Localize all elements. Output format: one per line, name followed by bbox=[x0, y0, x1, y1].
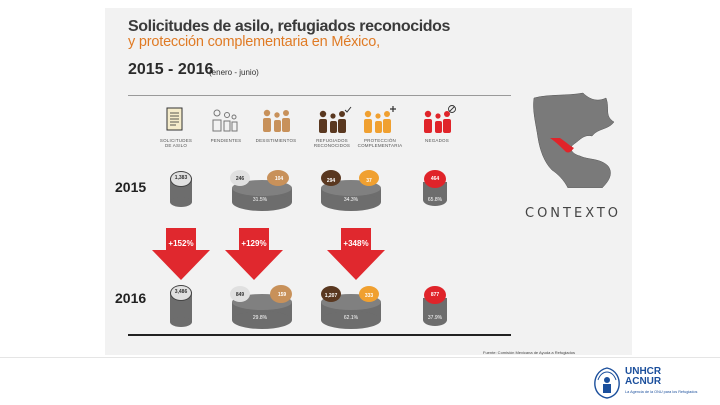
cylinder-solicitudes-2015 bbox=[170, 171, 192, 207]
value-complementaria-2016: 333 bbox=[364, 293, 374, 299]
title-years: 2015 - 2016 bbox=[128, 61, 214, 78]
pct-desistimientos-2016: 29.8% bbox=[252, 315, 268, 321]
cylinder-reconocidos-2016 bbox=[321, 286, 381, 329]
unhcr-emblem-icon bbox=[594, 367, 620, 399]
value-solicitudes-2015: 1,383 bbox=[174, 175, 188, 181]
americas-map bbox=[528, 90, 620, 188]
category-label-negados: NEGADOS bbox=[425, 138, 449, 143]
pct-reconocidos-2015: 34.3% bbox=[343, 197, 359, 203]
title-line-1: Solicitudes de asilo, refugiados reconoc… bbox=[128, 18, 451, 35]
people-plus-icon bbox=[364, 106, 396, 133]
value-solicitudes-2016: 3,486 bbox=[174, 289, 188, 295]
value-desistimientos-2016: 159 bbox=[277, 292, 287, 298]
category-label-complementaria: PROTECCIÓN COMPLEMENTARIA bbox=[357, 138, 403, 148]
value-pendientes-2016: 849 bbox=[235, 292, 245, 298]
cylinder-reconocidos-2015 bbox=[321, 170, 381, 211]
category-label-desistimientos: DESISTIMIENTOS bbox=[255, 138, 297, 143]
value-reconocidos-2016: 1,207 bbox=[324, 293, 338, 299]
pct-desistimientos-2015: 31.5% bbox=[252, 197, 268, 203]
arrow-label-2: +129% bbox=[241, 239, 267, 248]
people-outline-icon bbox=[212, 109, 238, 132]
category-label-pendientes: PENDIENTES bbox=[210, 138, 242, 143]
value-reconocidos-2015: 294 bbox=[326, 178, 336, 184]
pct-negados-2015: 65.8% bbox=[427, 197, 443, 203]
cylinder-solicitudes-2016 bbox=[170, 285, 192, 327]
cylinder-pendientes-desist-2015 bbox=[230, 170, 292, 211]
people-check-icon bbox=[319, 106, 352, 133]
value-desistimientos-2015: 104 bbox=[274, 176, 284, 182]
document-icon bbox=[166, 107, 183, 131]
increase-arrow-3 bbox=[327, 228, 385, 280]
pct-negados-2016: 37.9% bbox=[427, 315, 443, 321]
contexto-label: CONTEXTO bbox=[525, 206, 622, 221]
year-label-2015: 2015 bbox=[115, 179, 147, 195]
people-tan-icon bbox=[263, 109, 290, 132]
unhcr-wordmark: UNHCR ACNUR bbox=[625, 366, 662, 387]
value-complementaria-2015: 37 bbox=[366, 178, 372, 184]
category-label-solicitudes: SOLICITUDES DE ASILO bbox=[159, 138, 193, 148]
cylinder-negados-2016 bbox=[423, 286, 447, 326]
title-line-2: y protección complementaria en México, bbox=[128, 34, 380, 50]
cylinder-pendientes-desist-2016 bbox=[230, 285, 292, 329]
cylinder-negados-2015 bbox=[423, 170, 447, 206]
title-period-note: (enero - junio) bbox=[209, 68, 259, 77]
arrow-label-1: +152% bbox=[168, 239, 194, 248]
bottom-rule bbox=[128, 334, 511, 336]
increase-arrow-1 bbox=[152, 228, 210, 280]
header-rule bbox=[128, 95, 511, 96]
value-pendientes-2015: 246 bbox=[235, 176, 245, 182]
arrow-label-3: +348% bbox=[343, 239, 369, 248]
pct-reconocidos-2016: 62.1% bbox=[343, 315, 359, 321]
value-negados-2016: 877 bbox=[430, 292, 440, 298]
infographic-slide: Solicitudes de asilo, refugiados reconoc… bbox=[105, 8, 632, 355]
page-separator bbox=[0, 357, 720, 358]
value-negados-2015: 464 bbox=[430, 176, 440, 182]
increase-arrow-2 bbox=[225, 228, 283, 280]
unhcr-tagline: La Agencia de la ONU para los Refugiados bbox=[625, 390, 698, 394]
year-label-2016: 2016 bbox=[115, 290, 147, 306]
category-label-reconocidos: REFUGIADOS RECONOCIDOS bbox=[313, 138, 351, 148]
people-denied-icon bbox=[424, 105, 456, 133]
source-note: Fuente: Comisión Mexicana de Ayuda a Ref… bbox=[483, 350, 575, 355]
